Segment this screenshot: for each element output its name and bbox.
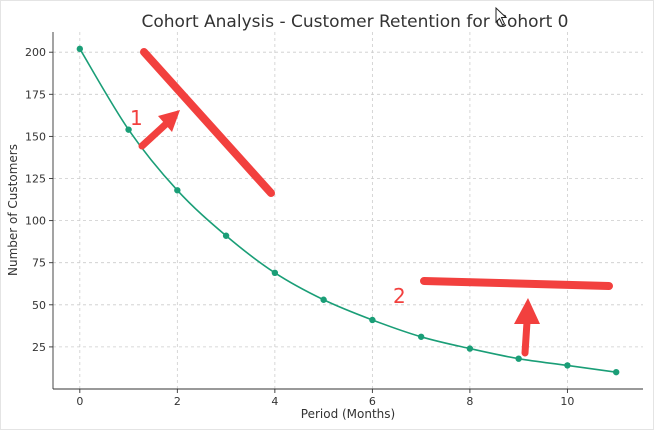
data-point <box>564 362 571 369</box>
annotation-label-2: 2 <box>393 284 406 308</box>
data-point <box>466 345 474 352</box>
y-tick-label: 75 <box>32 257 46 270</box>
x-tick-label: 2 <box>174 395 181 408</box>
annotation-arrow-2 <box>514 298 540 357</box>
mouse-pointer-icon <box>495 6 508 26</box>
data-point <box>271 269 279 277</box>
y-tick-label: 125 <box>25 173 46 186</box>
ticks: 0 2 4 6 8 10 25 50 75 100 125 150 175 200 <box>25 46 574 408</box>
annotation-label-1: 1 <box>130 106 143 130</box>
data-point <box>612 368 620 376</box>
y-tick-label: 150 <box>25 130 46 143</box>
x-tick-label: 0 <box>76 395 83 408</box>
data-point <box>125 126 132 133</box>
grid-lines <box>53 32 643 389</box>
data-point <box>417 333 425 340</box>
data-point <box>369 316 376 324</box>
y-tick-label: 200 <box>25 46 46 59</box>
y-tick-label: 50 <box>32 299 46 312</box>
y-axis-label: Number of Customers <box>6 144 20 276</box>
data-point <box>76 45 84 53</box>
y-tick-label: 25 <box>32 341 46 354</box>
annotation-marks: 1 2 <box>130 48 613 357</box>
x-tick-label: 10 <box>560 395 574 408</box>
series <box>76 45 620 376</box>
y-tick-label: 175 <box>25 88 46 101</box>
data-point <box>515 355 522 362</box>
x-tick-label: 6 <box>369 395 376 408</box>
y-tick-label: 100 <box>25 215 46 228</box>
x-tick-label: 4 <box>271 395 278 408</box>
x-tick-label: 8 <box>466 395 473 408</box>
data-point <box>174 187 181 194</box>
axes <box>52 32 643 390</box>
annotation-arrow-1 <box>138 110 180 150</box>
x-axis-label: Period (Months) <box>301 407 395 421</box>
annotation-stroke-lower <box>420 277 613 290</box>
annotation-stroke-upper <box>140 48 275 197</box>
data-point <box>320 296 327 303</box>
chart-title: Cohort Analysis - Customer Retention for… <box>142 12 569 32</box>
data-point <box>222 232 230 239</box>
